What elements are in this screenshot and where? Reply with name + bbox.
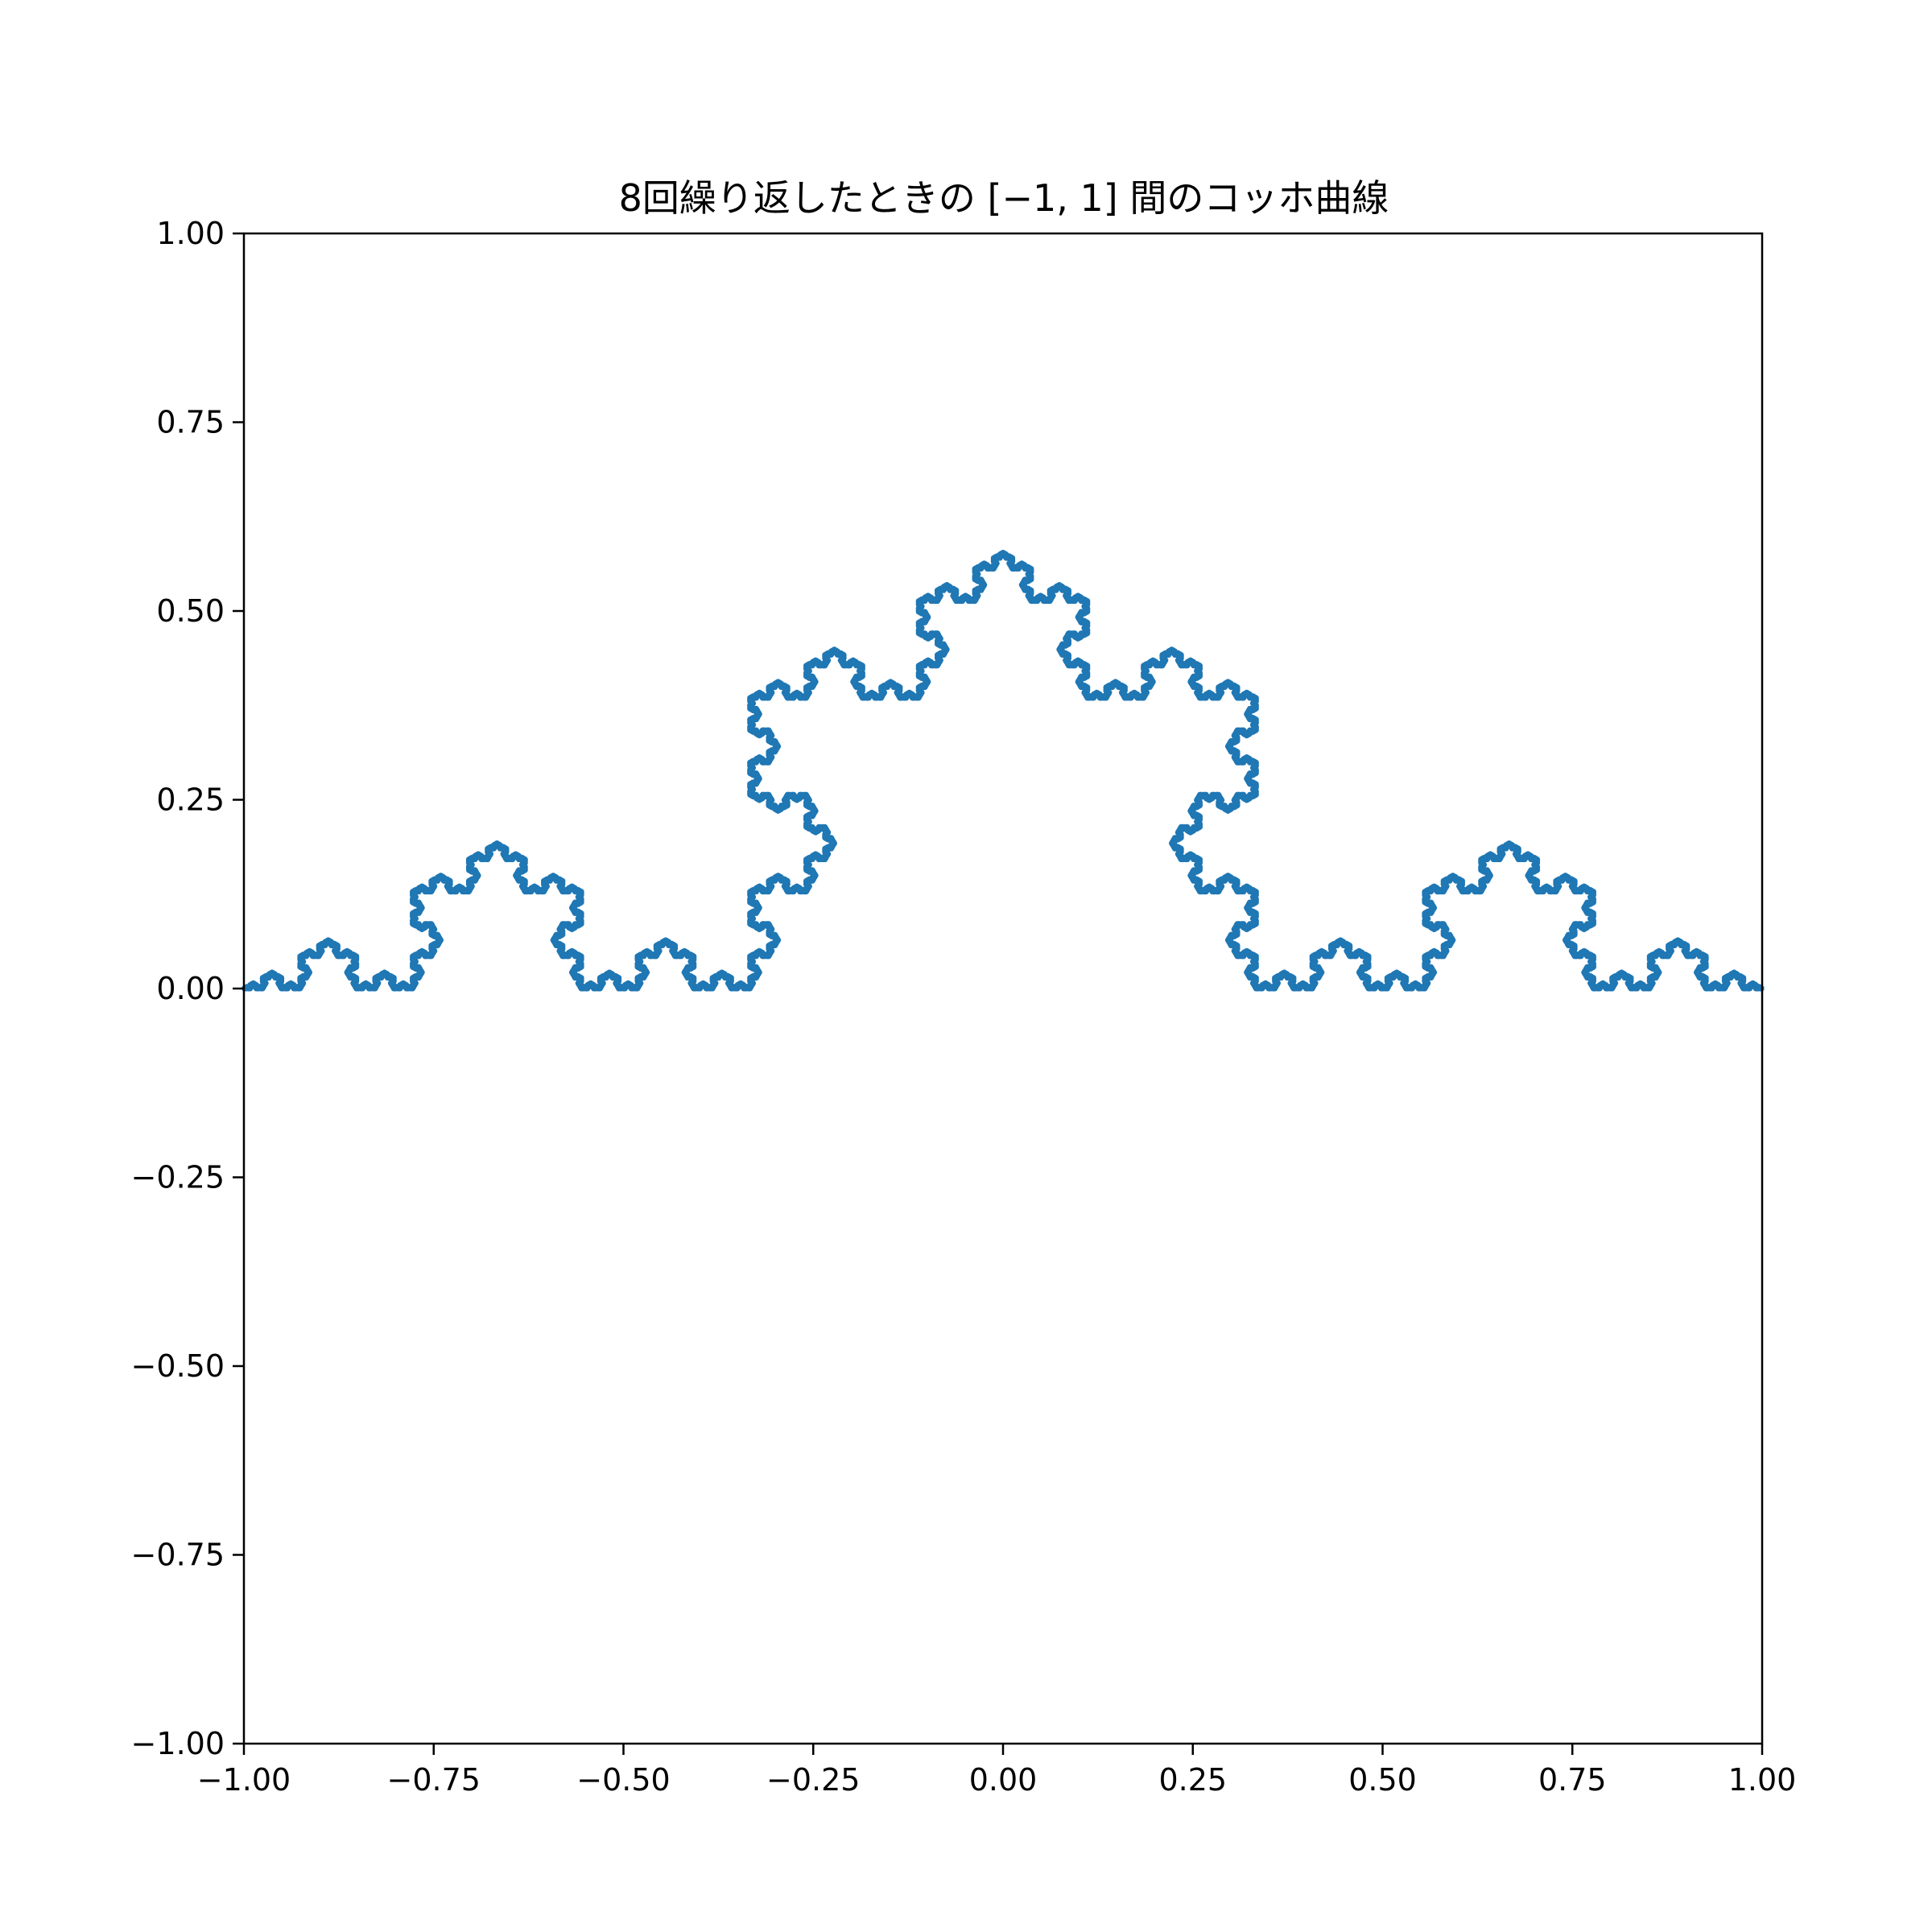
y-tick-label: 0.25: [156, 782, 225, 818]
x-tick-label: −0.50: [576, 1762, 670, 1798]
x-tick-label: 0.75: [1538, 1762, 1607, 1798]
y-tick-label: −0.25: [131, 1160, 225, 1195]
y-tick-label: 1.00: [156, 216, 225, 251]
x-tick-label: 0.00: [969, 1762, 1038, 1798]
koch-curve-line: [241, 549, 1765, 992]
x-tick-label: −0.25: [766, 1762, 860, 1798]
x-tick-label: 0.50: [1348, 1762, 1417, 1798]
axes: −1.00 −0.75 −0.50 −0.25 0.00 0.25 0.50 0.75 1.00…: [131, 216, 1797, 1798]
y-tick-label: −1.00: [131, 1726, 225, 1761]
y-tick-label: 0.75: [156, 405, 225, 440]
y-tick-label: 0.00: [156, 971, 225, 1006]
y-tick-label: −0.75: [131, 1538, 225, 1573]
plot-area: [241, 549, 1765, 992]
x-tick-label: −1.00: [197, 1762, 291, 1798]
chart-title: 8回繰り返したときの [−1, 1] 間のコッホ曲線: [619, 176, 1389, 220]
x-tick-label: 1.00: [1728, 1762, 1797, 1798]
y-tick-label: −0.50: [131, 1348, 225, 1384]
x-tick-label: 0.25: [1158, 1762, 1227, 1798]
x-tick-label: −0.75: [387, 1762, 481, 1798]
y-tick-label: 0.50: [156, 593, 225, 629]
